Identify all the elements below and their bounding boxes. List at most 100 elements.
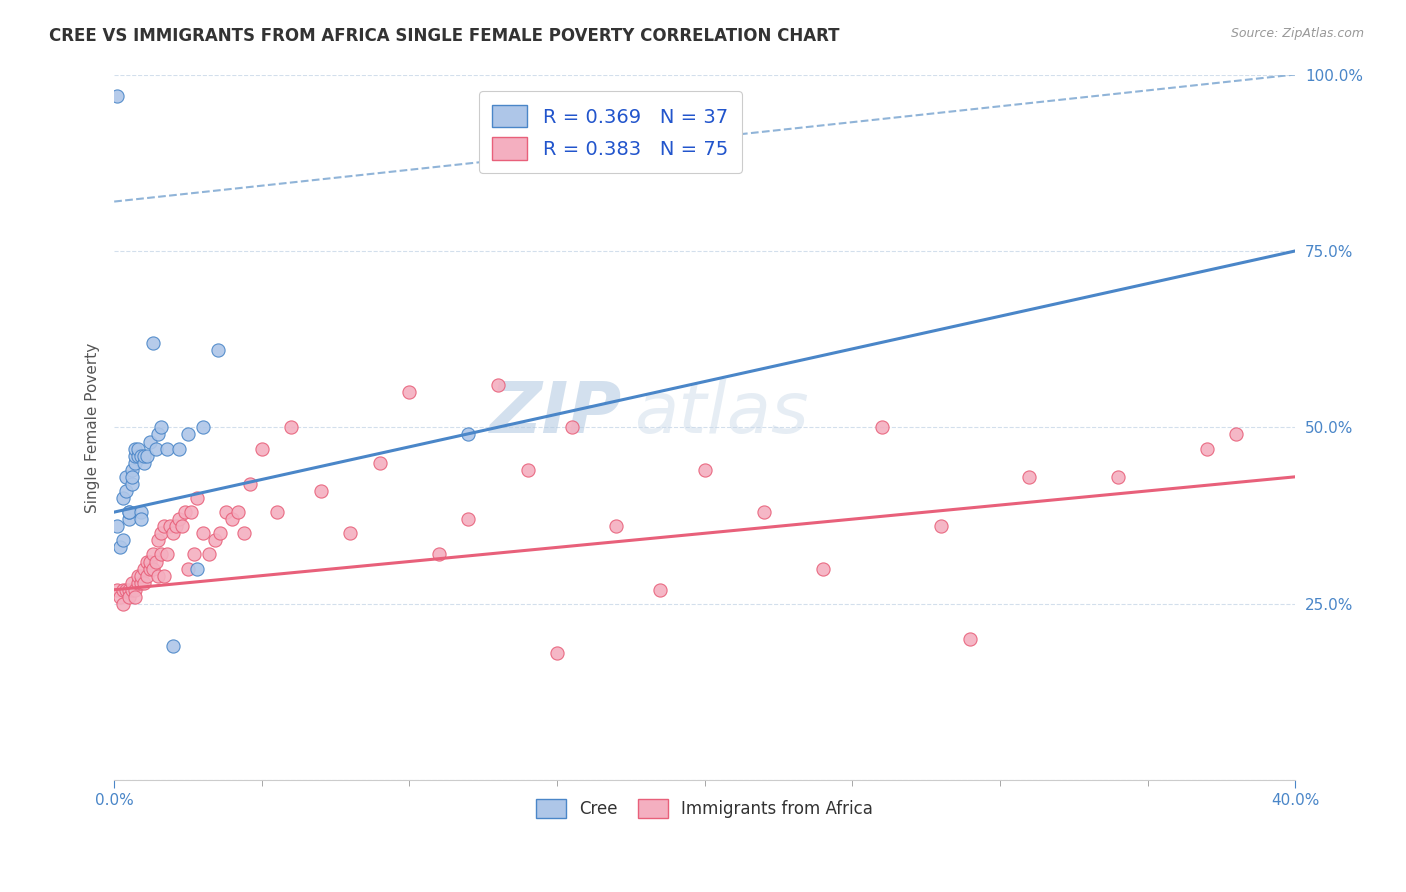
Point [105,519,128,533]
Point [118,590,141,604]
Point [215,505,238,519]
Point [135,449,157,463]
Point [148,427,170,442]
Point [811,561,834,575]
Point [204,533,226,548]
Point [121,463,143,477]
Point [162,639,184,653]
Point [127,568,149,582]
Point [183,548,205,562]
Point [1225,427,1247,442]
Point [309,483,332,498]
Point [280,420,302,434]
Point [138,434,160,449]
Point [121,582,143,597]
Point [115,483,138,498]
Point [457,512,479,526]
Y-axis label: Single Female Poverty: Single Female Poverty [86,343,100,513]
Point [153,519,176,533]
Point [191,420,214,434]
Point [142,548,165,562]
Point [127,449,149,463]
Point [156,442,179,456]
Point [108,590,131,604]
Point [156,548,179,562]
Point [174,505,197,519]
Point [1018,470,1040,484]
Point [121,470,143,484]
Point [159,519,181,533]
Point [180,505,202,519]
Point [132,575,155,590]
Point [124,442,146,456]
Point [427,548,450,562]
Point [546,646,568,660]
Point [693,463,716,477]
Text: ZIP: ZIP [489,379,621,448]
Legend: Cree, Immigrants from Africa: Cree, Immigrants from Africa [530,792,880,825]
Point [150,548,173,562]
Point [105,88,128,103]
Point [226,505,249,519]
Point [132,456,155,470]
Point [209,526,232,541]
Point [129,505,152,519]
Point [368,456,391,470]
Point [127,575,149,590]
Point [233,526,256,541]
Point [1107,470,1129,484]
Point [108,541,131,555]
Point [165,519,187,533]
Text: CREE VS IMMIGRANTS FROM AFRICA SINGLE FEMALE POVERTY CORRELATION CHART: CREE VS IMMIGRANTS FROM AFRICA SINGLE FE… [49,27,839,45]
Text: Source: ZipAtlas.com: Source: ZipAtlas.com [1230,27,1364,40]
Point [561,420,583,434]
Point [129,568,152,582]
Point [127,442,149,456]
Point [132,449,155,463]
Point [150,420,173,434]
Point [118,505,141,519]
Point [929,519,952,533]
Point [162,526,184,541]
Point [1195,442,1218,456]
Point [150,526,173,541]
Point [398,385,420,400]
Point [752,505,775,519]
Point [959,632,981,647]
Point [148,533,170,548]
Text: atlas: atlas [634,379,808,448]
Point [177,561,200,575]
Point [186,561,208,575]
Point [148,568,170,582]
Point [167,512,190,526]
Point [197,548,219,562]
Point [121,476,143,491]
Point [112,582,135,597]
Point [105,582,128,597]
Point [167,442,190,456]
Point [650,582,672,597]
Point [118,582,141,597]
Point [124,456,146,470]
Point [129,575,152,590]
Point [112,533,135,548]
Point [121,575,143,590]
Point [266,505,288,519]
Point [118,505,141,519]
Point [172,519,194,533]
Point [250,442,273,456]
Point [129,512,152,526]
Point [124,590,146,604]
Point [124,582,146,597]
Point [153,568,176,582]
Point [129,449,152,463]
Point [870,420,893,434]
Point [135,554,157,568]
Point [112,491,135,505]
Point [124,449,146,463]
Point [132,561,155,575]
Point [486,378,509,392]
Point [112,597,135,611]
Point [177,427,200,442]
Point [145,442,167,456]
